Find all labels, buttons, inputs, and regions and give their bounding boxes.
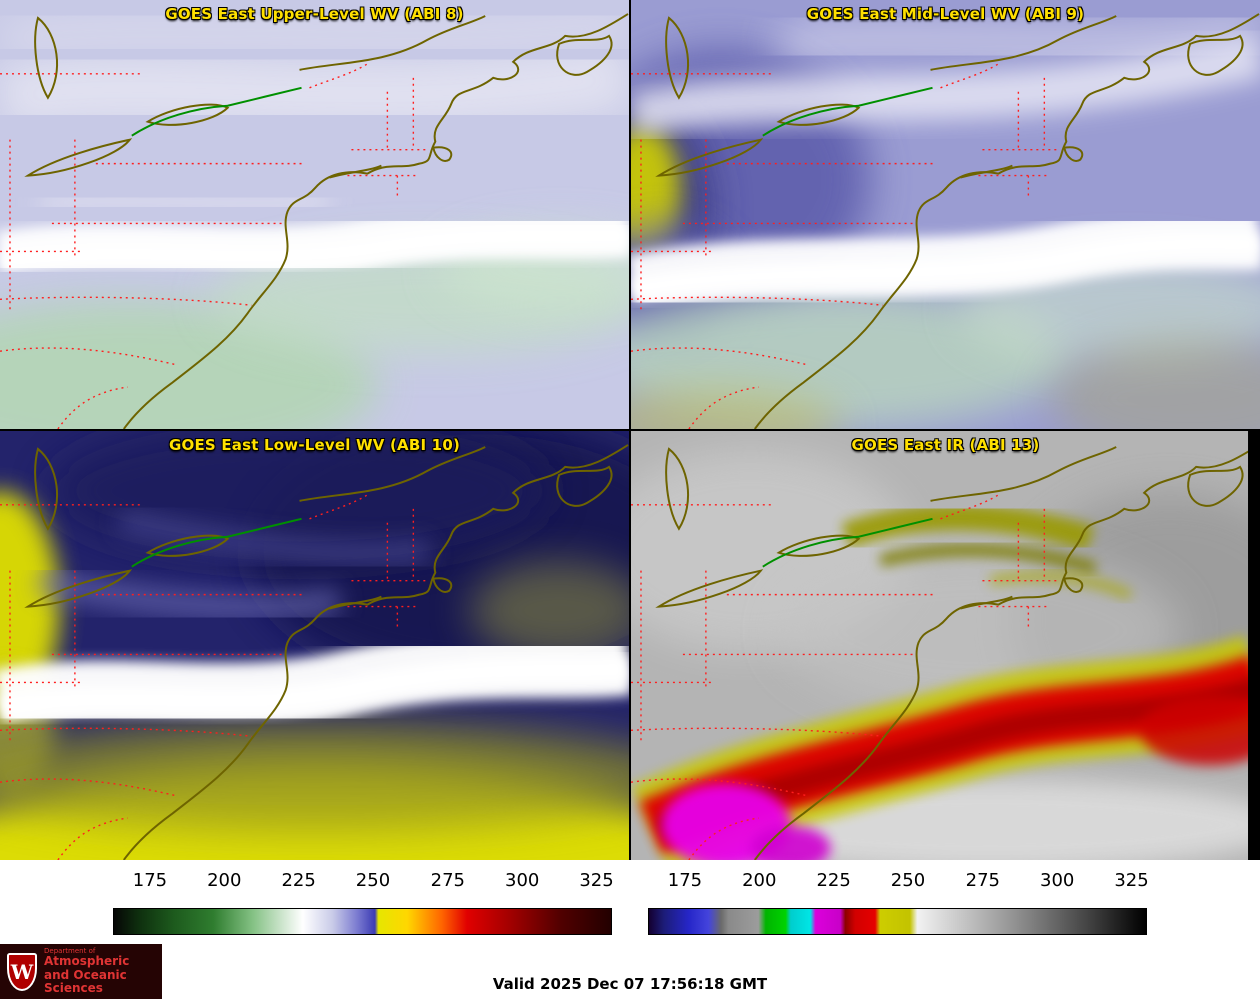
panel-title-abi13: GOES East IR (ABI 13) (851, 436, 1040, 454)
logo-line-2: and Oceanic Sciences (44, 967, 127, 996)
tick-label: 325 (1114, 870, 1149, 891)
abi13-imagery (631, 431, 1260, 860)
panel-title-abi9: GOES East Mid-Level WV (ABI 9) (806, 5, 1085, 23)
panel-abi10: GOES East Low-Level WV (ABI 10) (0, 431, 629, 860)
footer: W Department of Atmospheric and Oceanic … (0, 944, 1260, 999)
tick-label: 275 (430, 870, 466, 891)
abi10-cloud-band (0, 629, 629, 735)
tick-label: 275 (965, 870, 1001, 891)
tick-label: 300 (504, 870, 540, 891)
tick-label: 325 (579, 870, 614, 891)
logo-dept-line: Department of (44, 946, 96, 955)
aos-logo: W Department of Atmospheric and Oceanic … (0, 944, 162, 999)
abi13-data-edge (1248, 431, 1260, 860)
ir-colorbar (648, 908, 1147, 935)
wv-colorbar-ticks: 175 200 225 250 275 300 325 (113, 870, 614, 896)
tick-label: 175 (132, 870, 168, 891)
panel-abi8: GOES East Upper-Level WV (ABI 8) (0, 0, 629, 429)
tick-label: 300 (1039, 870, 1075, 891)
panel-abi9: GOES East Mid-Level WV (ABI 9) (631, 0, 1260, 429)
panel-abi13: GOES East IR (ABI 13) (631, 431, 1260, 860)
tick-label: 225 (281, 870, 316, 891)
logo-text: Department of Atmospheric and Oceanic Sc… (44, 947, 155, 996)
uw-crest-icon: W (7, 952, 37, 991)
colorbar-row: 175 200 225 250 275 300 325 175 200 225 … (0, 860, 1260, 944)
tick-label: 225 (816, 870, 851, 891)
abi8-cloud-band (0, 205, 629, 284)
tick-label: 250 (355, 870, 391, 891)
panel-grid: GOES East Upper-Level WV (ABI 8) (0, 0, 1260, 860)
crest-letter: W (10, 959, 34, 984)
tick-label: 250 (890, 870, 926, 891)
abi9-imagery (631, 0, 1260, 429)
tick-label: 200 (742, 870, 777, 891)
panel-title-abi10: GOES East Low-Level WV (ABI 10) (168, 436, 461, 454)
logo-line-1: Atmospheric (44, 953, 130, 968)
abi13-gray-clouds (631, 450, 1260, 860)
abi10-imagery (0, 431, 629, 860)
panel-title-abi8: GOES East Upper-Level WV (ABI 8) (165, 5, 464, 23)
abi13-squall-line (631, 634, 1260, 860)
valid-time-label: Valid 2025 Dec 07 17:56:18 GMT (492, 975, 768, 993)
tick-label: 175 (667, 870, 703, 891)
wv-colorbar (113, 908, 612, 935)
ir-colorbar-ticks: 175 200 225 250 275 300 325 (648, 870, 1149, 896)
tick-label: 200 (207, 870, 242, 891)
abi9-cloud-band (631, 209, 1260, 314)
abi8-imagery (0, 0, 629, 429)
